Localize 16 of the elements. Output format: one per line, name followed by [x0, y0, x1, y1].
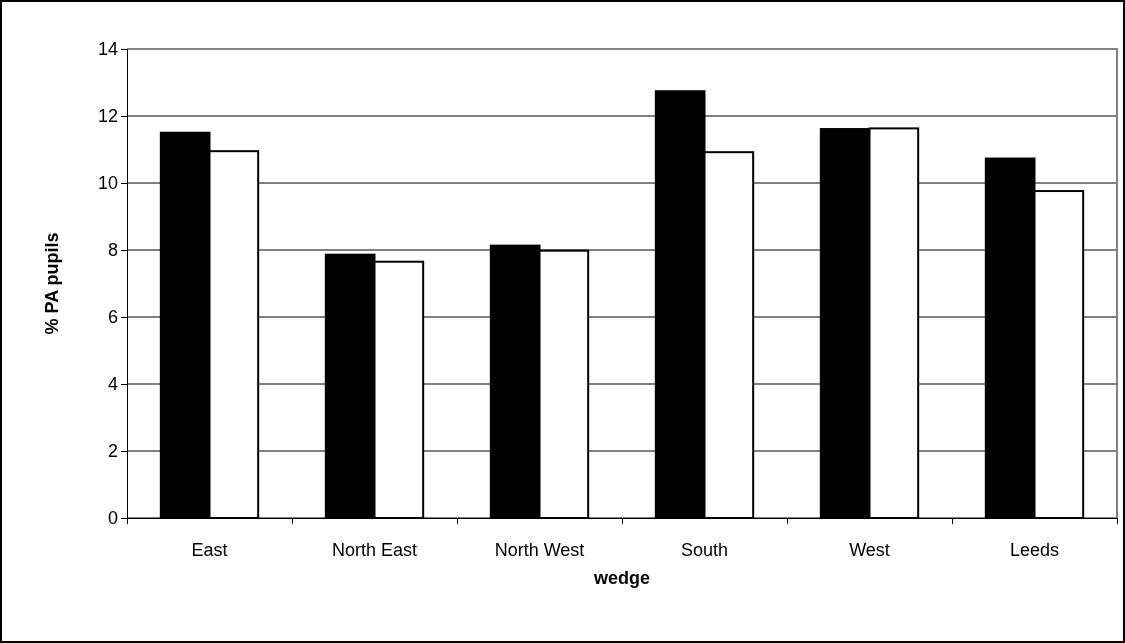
x-tick-label: Leeds [1009, 540, 1060, 560]
y-tick-label: 4 [107, 374, 118, 395]
x-tick-label: North West [494, 540, 585, 560]
y-tick-label: 8 [107, 240, 118, 261]
x-tick-label: North East [331, 540, 418, 560]
y-tick-label: 10 [97, 173, 118, 194]
y-tick-label: 0 [107, 508, 118, 529]
y-tick-label: 6 [107, 307, 118, 328]
y-axis-title: % PA pupils [42, 232, 62, 335]
y-tick-label: 12 [97, 106, 118, 127]
x-axis-title: wedge [592, 568, 651, 588]
y-tick-label: 2 [107, 441, 118, 462]
x-tick-label: East [191, 540, 228, 560]
y-tick-label: 14 [97, 39, 118, 60]
x-tick-label: South [680, 540, 729, 560]
x-tick-label: West [849, 540, 890, 560]
